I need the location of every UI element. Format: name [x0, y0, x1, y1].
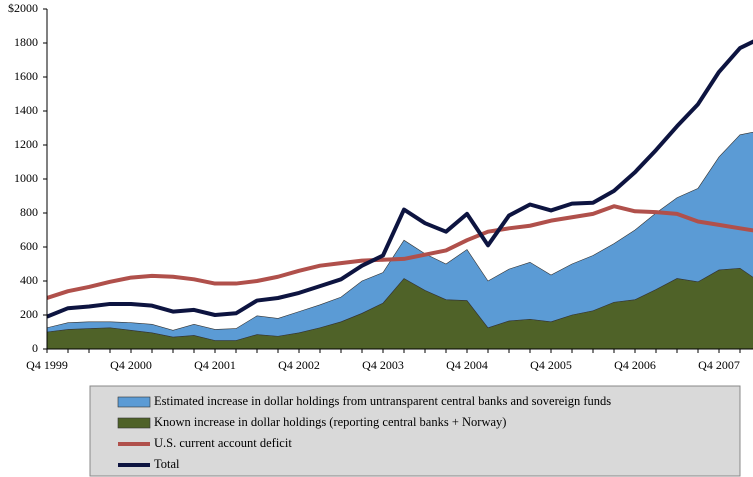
area: [47, 131, 753, 341]
legend-label: Total: [154, 457, 180, 471]
legend-label: Known increase in dollar holdings (repor…: [154, 415, 506, 429]
legend-label: U.S. current account deficit: [154, 436, 292, 450]
x-tick-label: Q4 2007: [698, 358, 740, 372]
x-tick-label: Q4 2003: [362, 358, 404, 372]
x-tick-label: Q4 2000: [110, 358, 152, 372]
legend-swatch: [117, 396, 151, 408]
x-tick-label: Q4 1999: [26, 358, 68, 372]
y-tick-label: 1000: [14, 171, 38, 185]
y-tick-label: 0: [32, 341, 38, 355]
y-tick-label: 1400: [14, 103, 38, 117]
y-tick-label: 400: [20, 273, 38, 287]
y-tick-label: 200: [20, 307, 38, 321]
legend-swatch: [117, 417, 151, 429]
legend-label: Estimated increase in dollar holdings fr…: [154, 394, 611, 408]
y-tick-label: 1600: [14, 69, 38, 83]
x-tick-label: Q4 2002: [278, 358, 320, 372]
line: [47, 39, 753, 319]
plot-area: [47, 39, 753, 350]
legend: Estimated increase in dollar holdings fr…: [89, 385, 741, 477]
y-tick-label: 600: [20, 239, 38, 253]
axes: 0 200 400 600 800 1000 1200 1400 1600 1800 $2000 Q4…: [8, 1, 753, 372]
x-tick-label: Q4 2001: [194, 358, 236, 372]
line: [47, 204, 753, 300]
y-tick-label: 1200: [14, 137, 38, 151]
y-tick-label: $2000: [8, 1, 38, 15]
y-tick-label: 800: [20, 205, 38, 219]
y-tick-label: 1800: [14, 35, 38, 49]
legend-box: [89, 385, 741, 477]
x-tick-label: Q4 2006: [614, 358, 656, 372]
x-tick-label: Q4 2005: [530, 358, 572, 372]
x-tick-label: Q4 2004: [446, 358, 488, 372]
